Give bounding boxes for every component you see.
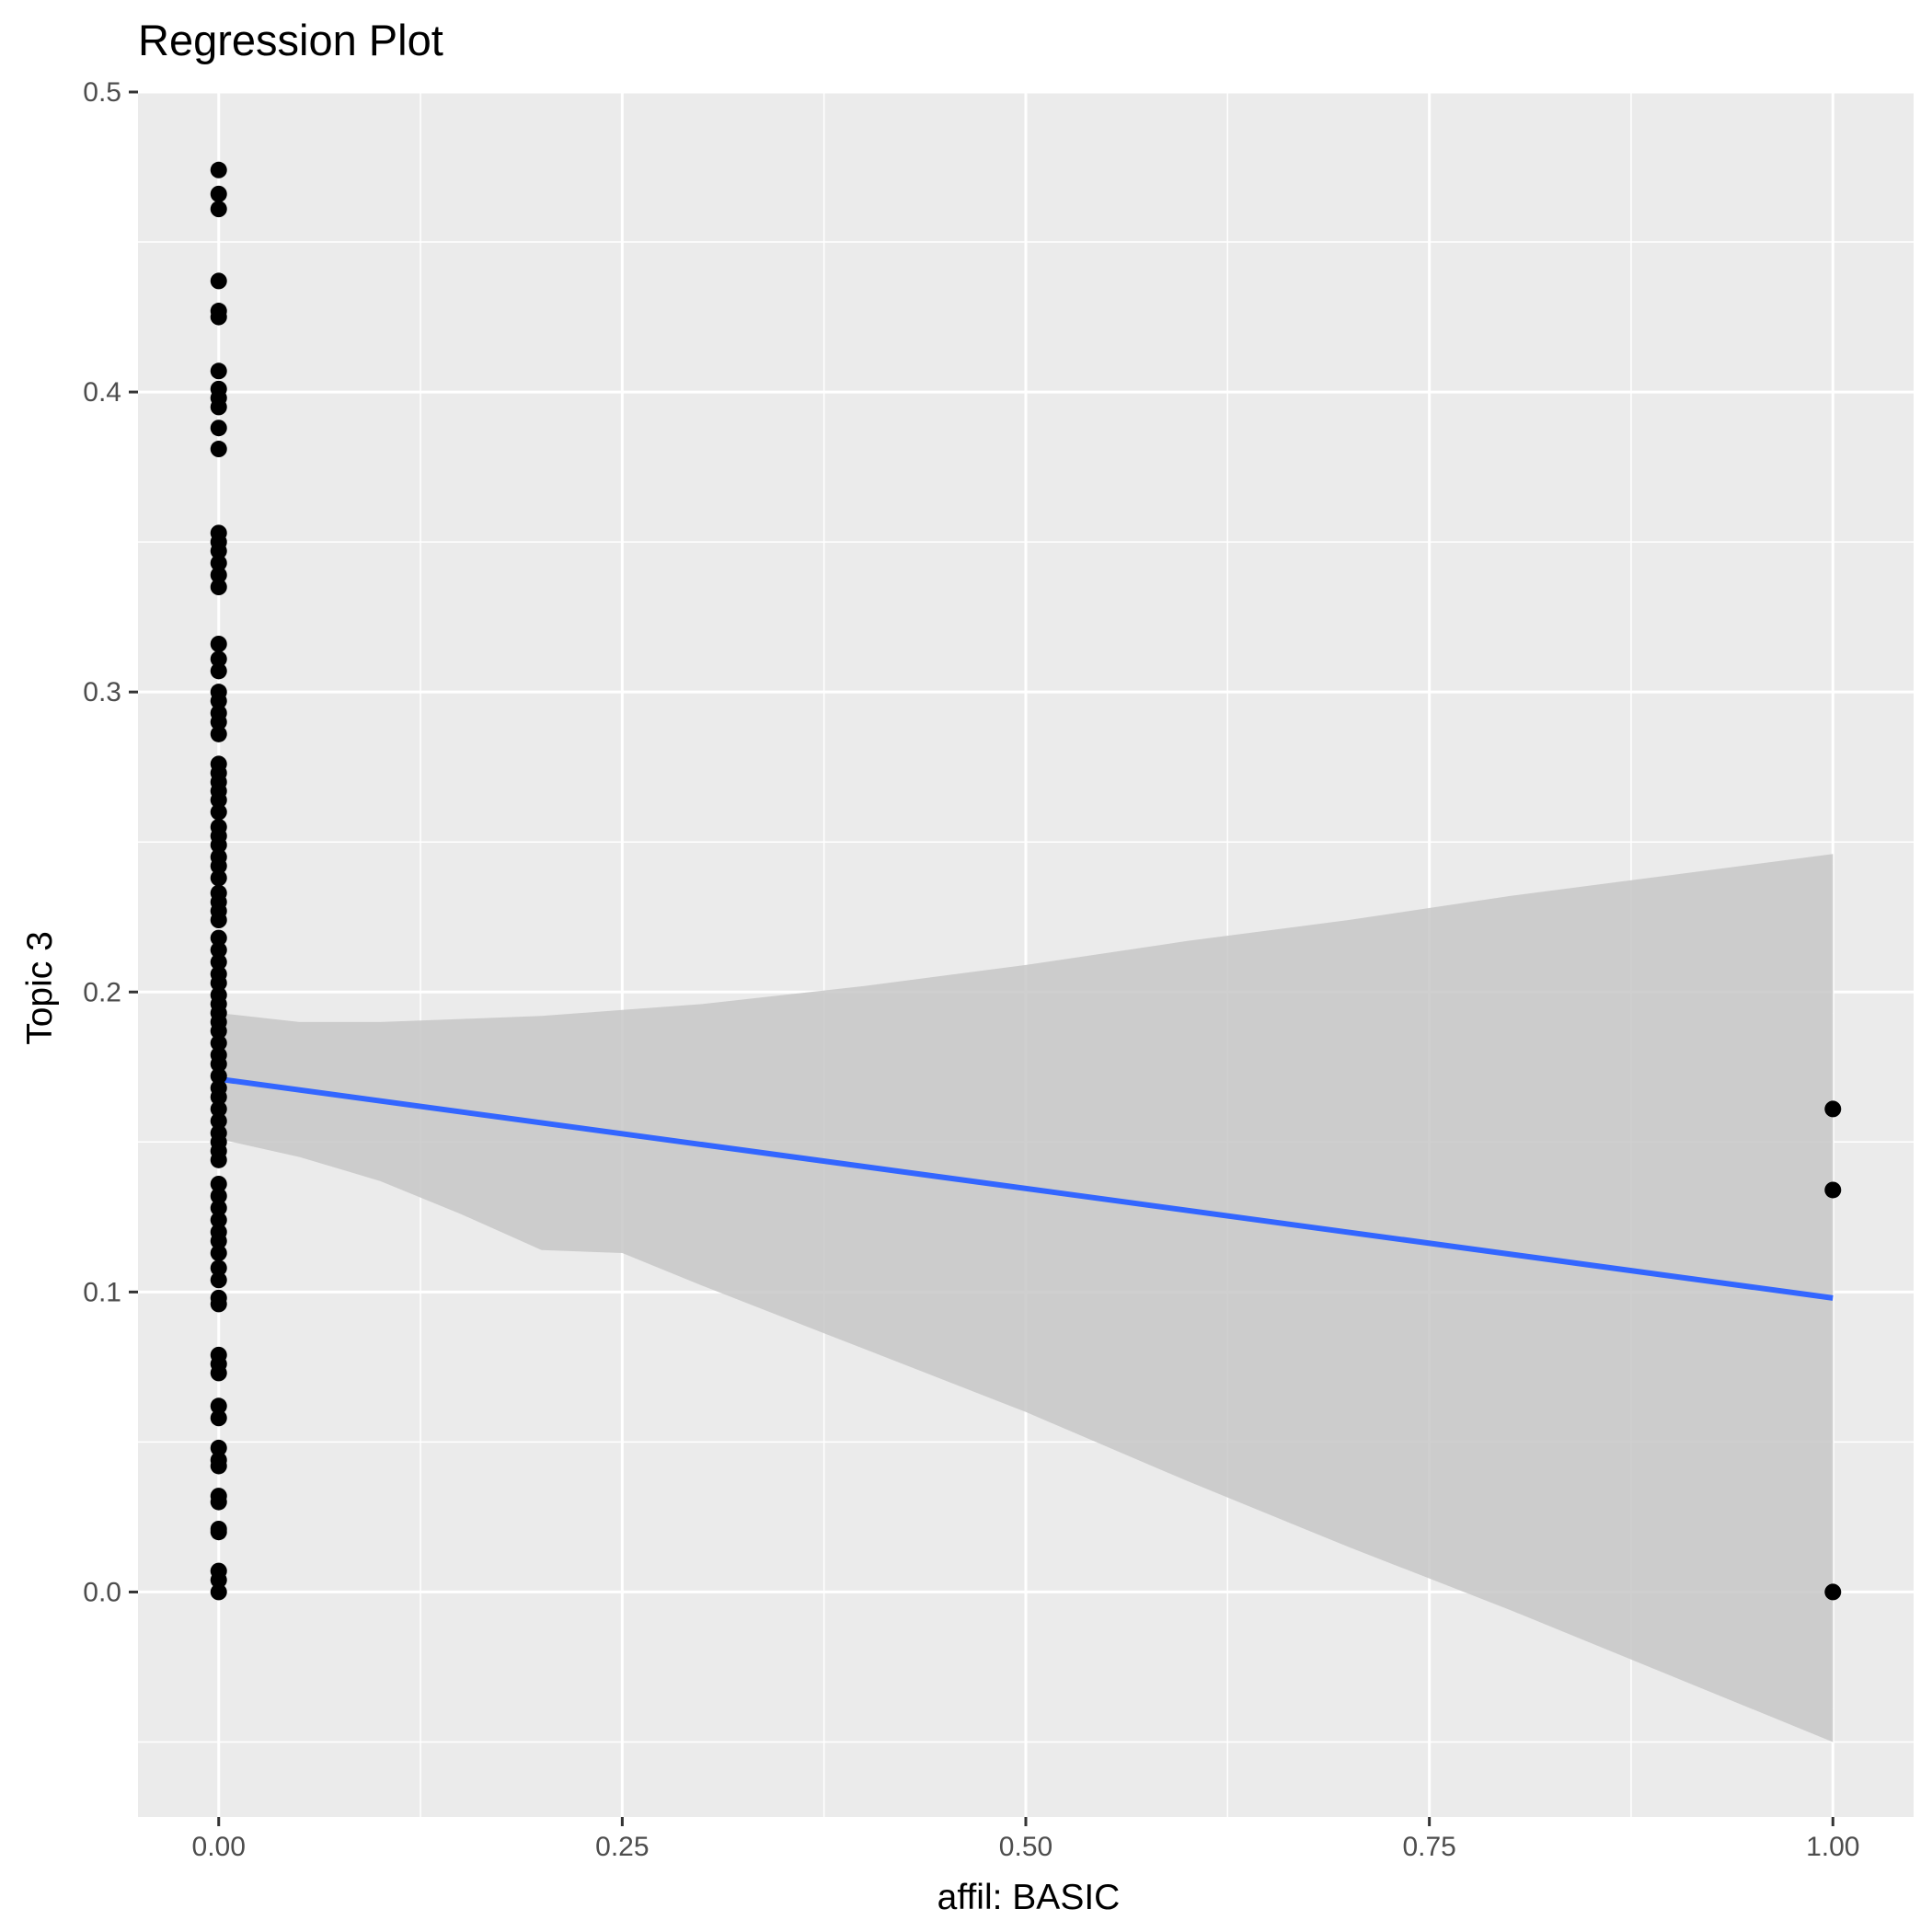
data-point (210, 1409, 227, 1427)
y-axis-ticks: 0.0 0.1 0.2 0.3 0.4 0.5 (83, 77, 138, 1607)
data-point (210, 1524, 227, 1541)
data-point (210, 857, 227, 875)
data-point (210, 398, 227, 416)
data-point (210, 420, 227, 437)
x-tick-label: 0.50 (999, 1832, 1052, 1862)
data-point (210, 1188, 227, 1204)
data-point (210, 1364, 227, 1382)
data-point (210, 929, 227, 947)
y-tick-label: 0.4 (83, 377, 121, 408)
data-point (210, 1583, 227, 1601)
data-point (210, 1112, 227, 1130)
data-point (1824, 1181, 1842, 1199)
data-point (210, 201, 227, 218)
x-axis-title: affil: BASIC (937, 1878, 1121, 1917)
data-point (1824, 1583, 1842, 1601)
data-point (210, 974, 227, 992)
data-point (210, 941, 227, 959)
y-tick-label: 0.1 (83, 1277, 121, 1307)
data-point (210, 1259, 227, 1277)
data-point (210, 803, 227, 821)
data-point (210, 1244, 227, 1261)
data-point (210, 725, 227, 742)
data-point (210, 185, 227, 202)
data-point (210, 1100, 227, 1118)
x-tick-label: 0.75 (1402, 1832, 1455, 1862)
data-point (210, 1151, 227, 1168)
data-point (210, 1271, 227, 1289)
data-point (210, 1022, 227, 1040)
data-point (210, 542, 227, 559)
data-point (210, 554, 227, 571)
data-point (210, 308, 227, 326)
data-point (210, 662, 227, 680)
data-points (210, 161, 1842, 1601)
data-point (210, 1212, 227, 1229)
y-axis-title: Topic 3 (20, 931, 60, 1045)
data-point (210, 1200, 227, 1217)
data-point (210, 1175, 227, 1192)
data-point (210, 836, 227, 854)
data-point (210, 1295, 227, 1313)
data-point (210, 1232, 227, 1249)
data-point (210, 650, 227, 668)
data-point (210, 441, 227, 458)
data-point (210, 362, 227, 380)
data-point (210, 953, 227, 971)
data-point (210, 713, 227, 730)
y-tick-label: 0.3 (83, 677, 121, 707)
x-tick-label: 0.00 (192, 1832, 246, 1862)
data-point (210, 791, 227, 809)
y-tick-label: 0.2 (83, 977, 121, 1007)
x-tick-label: 1.00 (1806, 1832, 1859, 1862)
y-tick-label: 0.0 (83, 1577, 121, 1607)
data-point (210, 579, 227, 596)
chart-title: Regression Plot (138, 16, 443, 64)
data-point (210, 636, 227, 652)
data-point (210, 1457, 227, 1475)
data-point (210, 1034, 227, 1052)
data-point (210, 912, 227, 928)
y-tick-label: 0.5 (83, 77, 121, 108)
data-point (210, 1571, 227, 1589)
data-point (1824, 1100, 1842, 1118)
data-point (210, 567, 227, 583)
x-axis-ticks: 0.00 0.25 0.50 0.75 1.00 (192, 1817, 1859, 1862)
data-point (210, 1055, 227, 1073)
data-point (210, 1439, 227, 1456)
data-point (210, 1088, 227, 1106)
regression-line (218, 1075, 1834, 1301)
data-point (210, 161, 227, 178)
x-tick-label: 0.25 (595, 1832, 649, 1862)
confidence-band (218, 854, 1834, 1742)
data-point (210, 692, 227, 709)
data-point (210, 1397, 227, 1415)
data-point (210, 1493, 227, 1511)
data-point (210, 1067, 227, 1085)
data-point (210, 869, 227, 887)
data-point (210, 272, 227, 290)
